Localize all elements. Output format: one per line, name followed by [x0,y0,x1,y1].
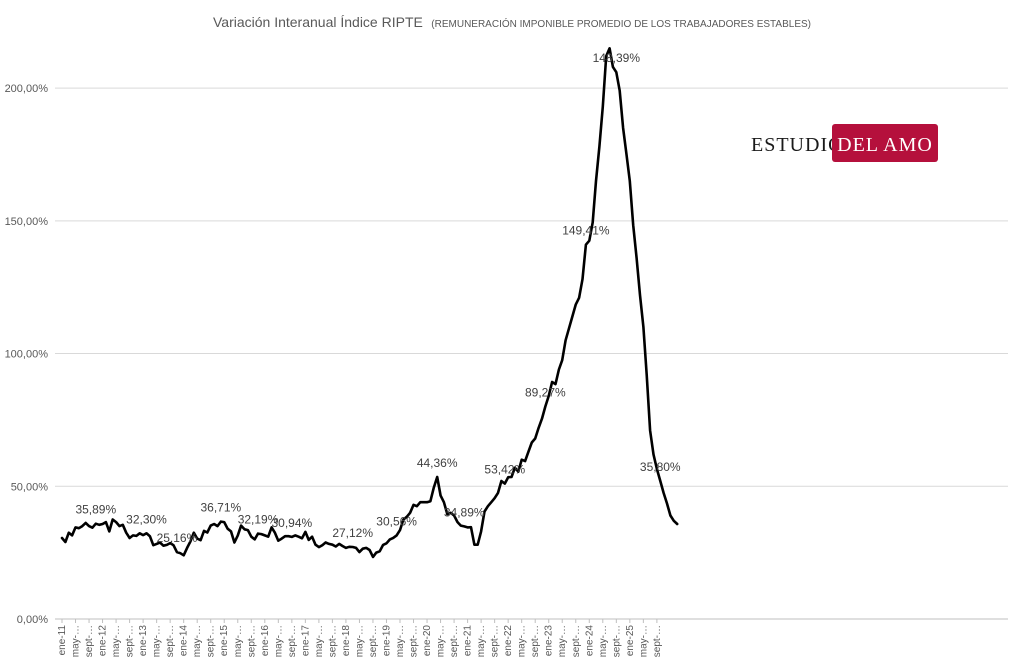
x-tick-label: sept-… [368,625,379,657]
logo-badge [832,124,938,162]
x-tick-label: ene-22 [503,625,514,657]
series-line-path [60,47,679,559]
data-label: 25,16% [157,531,198,545]
data-label: 32,19% [238,513,279,527]
x-tick-label: may-… [273,625,284,657]
x-tick-label: ene-14 [179,625,190,657]
x-tick-label: sept-… [409,625,420,657]
chart-title-main: Variación Interanual Índice RIPTE [213,14,423,30]
x-tick-label: may-… [152,625,163,657]
data-label: 27,12% [332,526,373,540]
data-label: 32,30% [126,512,167,526]
data-label: 149,41% [562,224,610,238]
chart-subtitle: (REMUNERACIÓN IMPONIBLE PROMEDIO DE LOS … [431,17,811,30]
data-label: 34,89% [444,505,485,519]
series-line [60,47,679,559]
x-tick-label: may-… [557,625,568,657]
gridlines [55,87,1008,620]
x-tick-label: sept-… [449,625,460,657]
x-tick-label: may-… [111,625,122,657]
data-labels: 35,89% 32,30% 25,16% 36,71%32,19%30,94% 27,1… [75,51,680,545]
x-tick-label: sept-… [84,625,95,657]
x-tick-label: may-… [436,625,447,657]
x-tick-label: may-… [354,625,365,657]
x-tick-label: ene-23 [544,625,555,657]
data-label: 30,56% [376,514,417,528]
x-tick-label: ene-18 [341,625,352,657]
x-tick-label: ene-12 [98,625,109,657]
data-label: 35,80% [640,460,681,474]
logo-right-text: DEL AMO [837,134,933,156]
y-tick-label: 0,00% [17,614,48,626]
data-label: 148,39% [593,51,641,65]
x-tick-label: sept-… [530,625,541,657]
x-tick-label: ene-11 [57,625,68,656]
x-tick-label: may-… [314,625,325,657]
data-label: 89,27% [525,386,566,400]
data-label: 36,71% [201,501,242,515]
x-tick-label: may-… [192,625,203,657]
x-tick-label: sept-… [206,625,217,657]
x-tick-label: ene-17 [300,625,311,657]
data-label: 35,89% [75,503,116,517]
x-tick-label: sept-… [287,625,298,657]
x-tick-label: ene-19 [381,625,392,657]
logo-left-text: ESTUDIO [751,134,844,156]
data-label: 30,94% [271,516,312,530]
x-tick-label: ene-21 [463,625,474,657]
x-tick-label: sept-… [165,625,176,657]
x-tick-label: ene-24 [584,625,595,657]
x-tick-label: may-… [233,625,244,657]
svg-text:Variación Interanual Índice RI: Variación Interanual Índice RIPTE (REMUN… [213,14,811,31]
x-tick-label: sept-… [246,625,257,657]
x-tick-label: may-… [71,625,82,657]
chart-title: Variación Interanual Índice RIPTE (REMUN… [213,14,811,31]
x-tick-label: ene-16 [260,625,271,657]
x-tick-label: ene-15 [219,625,230,657]
x-tick-label: may-… [517,625,528,657]
x-tick-label: ene-20 [422,625,433,657]
x-tick-label: may-… [395,625,406,657]
x-tick-label: sept-… [490,625,501,657]
y-tick-label: 100,00% [5,349,49,361]
x-tick-label: sept-… [611,625,622,657]
y-axis-ticks: 0,00% 50,00% 100,00% 150,00% 200,00% [5,83,49,626]
x-tick-label: sept-… [652,625,663,657]
x-tick-label: ene-25 [625,625,636,657]
y-tick-label: 150,00% [5,216,49,228]
logo: ESTUDIO DEL AMO [751,124,938,162]
y-tick-label: 50,00% [11,481,49,493]
data-label: 53,42% [484,463,525,477]
x-tick-label: sept-… [327,625,338,657]
y-tick-label: 200,00% [5,83,49,95]
x-axis: ene-11 may-… sept-… ene-12 may-… sept-… ene-13… [57,619,663,657]
x-tick-label: sept-… [571,625,582,657]
x-tick-label: may-… [476,625,487,657]
x-tick-label: ene-13 [138,625,149,657]
x-tick-label: may-… [638,625,649,657]
x-tick-label: sept-… [125,625,136,657]
data-label: 44,36% [417,456,458,470]
x-tick-label: may-… [598,625,609,657]
